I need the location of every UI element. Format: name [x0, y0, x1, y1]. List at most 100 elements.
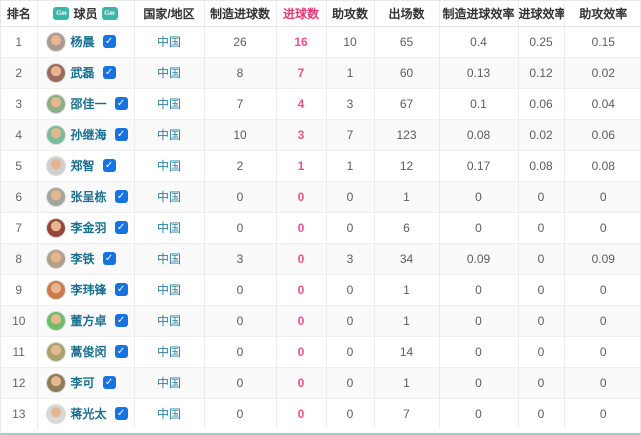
player-cell: 武磊 ✓ — [36, 56, 134, 88]
goals-created-rate-cell: 0 — [438, 180, 518, 212]
country-cell[interactable]: 中国 — [133, 149, 204, 181]
player-name-link[interactable]: 杨晨 — [70, 34, 95, 49]
player-cell: 杨晨 ✓ — [36, 26, 134, 57]
player-checkbox-checked[interactable]: ✓ — [114, 128, 128, 141]
table-row: 5 郑智 ✓ 中国 2 1 1 12 0.17 0.08 0.08 — [1, 149, 640, 181]
player-avatar — [45, 403, 66, 424]
table-row: 8 李铁 ✓ 中国 3 0 3 34 0.09 0 0.09 — [1, 242, 640, 274]
table-row: 3 邵佳一 ✓ 中国 7 4 3 67 0.1 0.06 0.04 — [1, 87, 640, 119]
assist-rate-cell: 0 — [563, 304, 640, 336]
col-header-player[interactable]: Gm 球员 Gm — [36, 1, 134, 27]
assists-cell: 10 — [325, 26, 374, 57]
goals-created-cell: 7 — [203, 87, 276, 119]
col-header-appearances[interactable]: 出场数 — [373, 1, 439, 27]
checkmark-icon: ✓ — [116, 191, 126, 202]
country-cell[interactable]: 中国 — [133, 273, 204, 305]
checkmark-icon: ✓ — [116, 98, 126, 109]
goals-created-cell: 0 — [203, 211, 276, 243]
player-name-link[interactable]: 郑智 — [70, 158, 95, 173]
player-avatar — [45, 217, 66, 238]
table-row: 6 张呈栋 ✓ 中国 0 0 0 1 0 0 0 — [1, 180, 640, 212]
goals-created-cell: 26 — [203, 26, 276, 57]
country-cell[interactable]: 中国 — [133, 56, 204, 88]
assist-rate-cell: 0.04 — [563, 87, 640, 119]
col-header-rank[interactable]: 排名 — [1, 1, 37, 27]
player-name-link[interactable]: 李玮锋 — [70, 282, 107, 297]
player-checkbox-checked[interactable]: ✓ — [114, 190, 128, 203]
country-cell[interactable]: 中国 — [133, 180, 204, 212]
assists-cell: 0 — [325, 273, 374, 305]
checkmark-icon: ✓ — [116, 129, 126, 140]
player-checkbox-checked[interactable]: ✓ — [114, 283, 128, 296]
assist-rate-cell: 0 — [563, 273, 640, 305]
col-header-player-label: 球员 — [73, 6, 98, 21]
goals-created-cell: 0 — [203, 273, 276, 305]
player-name-link[interactable]: 李铁 — [70, 251, 95, 266]
country-cell[interactable]: 中国 — [133, 118, 204, 150]
goals-created-cell: 0 — [203, 304, 276, 336]
player-checkbox-checked[interactable]: ✓ — [114, 345, 128, 358]
player-name-link[interactable]: 董方卓 — [70, 313, 107, 328]
player-name-link[interactable]: 蒿俊闵 — [70, 344, 107, 359]
player-checkbox-checked[interactable]: ✓ — [114, 221, 128, 234]
appearances-cell: 123 — [373, 118, 439, 150]
goals-cell: 3 — [275, 118, 326, 150]
player-cell: 蒿俊闵 ✓ — [36, 335, 134, 367]
player-checkbox-checked[interactable]: ✓ — [102, 252, 116, 265]
player-cell: 张呈栋 ✓ — [36, 180, 134, 212]
assists-cell: 0 — [325, 180, 374, 212]
country-cell[interactable]: 中国 — [133, 87, 204, 119]
col-header-goals-created[interactable]: 制造进球数 — [203, 1, 276, 27]
player-checkbox-checked[interactable]: ✓ — [114, 97, 128, 110]
col-header-country[interactable]: 国家/地区 — [133, 1, 204, 27]
assists-cell: 3 — [325, 242, 374, 274]
country-cell[interactable]: 中国 — [133, 397, 204, 429]
player-avatar — [45, 62, 66, 83]
player-checkbox-checked[interactable]: ✓ — [102, 66, 116, 79]
goals-cell: 16 — [275, 26, 326, 57]
assists-cell: 0 — [325, 366, 374, 398]
checkmark-icon: ✓ — [104, 253, 114, 264]
country-cell[interactable]: 中国 — [133, 26, 204, 57]
checkmark-icon: ✓ — [116, 284, 126, 295]
player-cell: 蒋光太 ✓ — [36, 397, 134, 429]
player-checkbox-checked[interactable]: ✓ — [114, 314, 128, 327]
country-cell[interactable]: 中国 — [133, 242, 204, 274]
player-name-link[interactable]: 孙继海 — [70, 127, 107, 142]
rank-cell: 10 — [1, 304, 37, 336]
player-checkbox-checked[interactable]: ✓ — [102, 35, 116, 48]
assists-cell: 1 — [325, 56, 374, 88]
table-row: 10 董方卓 ✓ 中国 0 0 0 1 0 0 0 — [1, 304, 640, 336]
player-cell: 李铁 ✓ — [36, 242, 134, 274]
player-name-link[interactable]: 蒋光太 — [70, 406, 107, 421]
goals-created-rate-cell: 0 — [438, 335, 518, 367]
goals-cell: 0 — [275, 397, 326, 429]
goals-created-cell: 0 — [203, 180, 276, 212]
country-cell[interactable]: 中国 — [133, 335, 204, 367]
player-name-link[interactable]: 张呈栋 — [70, 189, 107, 204]
player-checkbox-checked[interactable]: ✓ — [102, 376, 116, 389]
col-header-goals-sorted[interactable]: 进球数 — [275, 1, 326, 27]
player-avatar — [45, 31, 66, 52]
assists-cell: 3 — [325, 87, 374, 119]
player-checkbox-checked[interactable]: ✓ — [102, 159, 116, 172]
goals-created-cell: 2 — [203, 149, 276, 181]
country-cell[interactable]: 中国 — [133, 304, 204, 336]
player-name-link[interactable]: 武磊 — [70, 65, 95, 80]
col-header-assist-rate[interactable]: 助攻效率 — [563, 1, 640, 27]
checkmark-icon: ✓ — [104, 160, 114, 171]
country-cell[interactable]: 中国 — [133, 211, 204, 243]
col-header-goals-created-rate[interactable]: 制造进球效率 — [438, 1, 518, 27]
col-header-goal-rate[interactable]: 进球效率 — [517, 1, 564, 27]
table-row: 1 杨晨 ✓ 中国 26 16 10 65 0.4 0.25 0.15 — [1, 26, 640, 57]
player-name-link[interactable]: 李可 — [70, 375, 95, 390]
country-cell[interactable]: 中国 — [133, 366, 204, 398]
goals-created-cell: 0 — [203, 366, 276, 398]
goal-rate-cell: 0.08 — [517, 149, 564, 181]
player-checkbox-checked[interactable]: ✓ — [114, 407, 128, 421]
player-cell: 李玮锋 ✓ — [36, 273, 134, 305]
player-name-link[interactable]: 邵佳一 — [70, 96, 107, 111]
player-name-link[interactable]: 李金羽 — [70, 220, 107, 235]
col-header-assists[interactable]: 助攻数 — [325, 1, 374, 27]
goals-created-rate-cell: 0.17 — [438, 149, 518, 181]
